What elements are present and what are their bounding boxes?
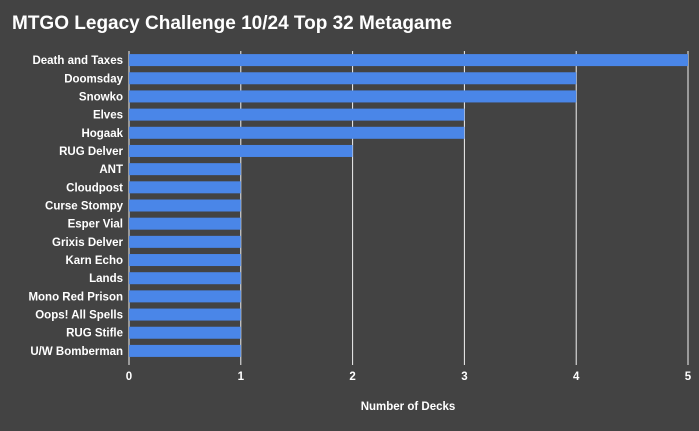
- x-tick-label: 2: [349, 371, 355, 383]
- category-label: Lands: [89, 273, 123, 285]
- category-label: Grixis Delver: [52, 237, 123, 249]
- category-label: Mono Red Prison: [28, 291, 123, 303]
- category-label: Elves: [93, 110, 123, 122]
- category-label: U/W Bomberman: [30, 346, 123, 358]
- category-label: Curse Stompy: [45, 201, 124, 213]
- bar: [129, 181, 241, 194]
- category-labels: Death and Taxes Doomsday Snowko Elves Hogaak…: [28, 55, 123, 358]
- category-label: Doomsday: [64, 73, 123, 85]
- x-tick-label: 1: [238, 371, 245, 383]
- category-label: Esper Vial: [68, 219, 123, 231]
- chart-title: MTGO Legacy Challenge 10/24 Top 32 Metag…: [12, 13, 452, 34]
- bar: [129, 72, 577, 85]
- category-label: RUG Stifle: [66, 328, 123, 340]
- bar: [129, 144, 353, 157]
- category-label: Snowko: [79, 91, 123, 103]
- bar: [129, 108, 465, 121]
- bar: [129, 235, 241, 248]
- bar: [129, 163, 241, 176]
- category-label: Oops! All Spells: [35, 310, 123, 322]
- x-tick-label: 5: [685, 371, 692, 383]
- category-label: ANT: [99, 164, 123, 176]
- bar: [129, 199, 241, 212]
- bar: [129, 290, 241, 303]
- x-tick-labels: 0 1 2 3 4 5: [126, 371, 692, 383]
- bar: [129, 254, 241, 267]
- bar: [129, 54, 688, 67]
- bar: [129, 217, 241, 230]
- x-tick-label: 3: [461, 371, 467, 383]
- bar: [129, 344, 241, 357]
- bar: [129, 326, 241, 339]
- bar: [129, 90, 577, 103]
- category-label: Karn Echo: [65, 255, 123, 267]
- bar: [129, 272, 241, 285]
- x-axis-title: Number of Decks: [361, 401, 456, 413]
- category-label: Cloudpost: [66, 182, 123, 194]
- x-tick-label: 0: [126, 371, 132, 383]
- x-tick-label: 4: [573, 371, 580, 383]
- bar: [129, 126, 465, 139]
- category-label: Hogaak: [81, 128, 123, 140]
- category-label: RUG Delver: [59, 146, 123, 158]
- bar: [129, 308, 241, 321]
- category-label: Death and Taxes: [32, 55, 123, 67]
- bars: [129, 54, 688, 357]
